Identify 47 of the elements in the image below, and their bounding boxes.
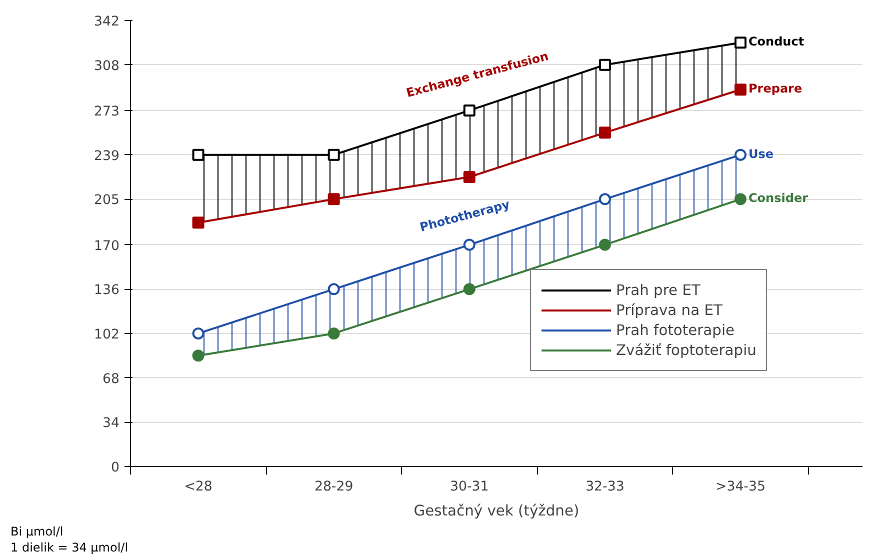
- legend-label: Prah fototerapie: [616, 321, 735, 339]
- point: [734, 148, 746, 161]
- legend-label: Zvážiť foptoterapiu: [616, 341, 756, 359]
- point: [598, 238, 611, 251]
- point: [328, 327, 340, 340]
- point: [463, 238, 476, 251]
- y-tick-label: 308: [94, 58, 120, 74]
- y-tick-label: 136: [94, 283, 120, 298]
- y-tick-label: 205: [94, 193, 120, 208]
- x-tick-label: >34-35: [716, 480, 766, 494]
- y-tick-label: 239: [94, 148, 120, 164]
- point: [328, 148, 340, 161]
- point: [598, 58, 611, 71]
- point: [463, 170, 476, 183]
- annotation: Conduct: [748, 34, 804, 49]
- point: [734, 36, 746, 49]
- point: [192, 350, 204, 362]
- point: [734, 84, 746, 96]
- x-tick-label: 30-31: [450, 480, 489, 494]
- point: [328, 193, 340, 206]
- point: [192, 327, 204, 340]
- x-tick-label: 28-29: [314, 480, 354, 494]
- legend-label: Prah pre ET: [616, 281, 700, 299]
- annotation: Consider: [748, 191, 808, 206]
- y-tick-label: 342: [94, 14, 120, 30]
- annotation: Prepare: [748, 82, 802, 96]
- point: [598, 193, 611, 206]
- y-tick-label: 68: [102, 372, 120, 387]
- y-tick-label: 102: [94, 327, 120, 342]
- point: [192, 148, 204, 161]
- annotation: Use: [748, 146, 774, 161]
- y-tick-label: 273: [94, 104, 120, 120]
- point: [192, 216, 204, 229]
- x-axis-title: Gestačný vek (týždne): [414, 502, 580, 520]
- text: 1 dielik = 34 µmol/l: [10, 540, 128, 554]
- point: [734, 193, 746, 206]
- point: [598, 126, 611, 139]
- y-tick-label: 34: [102, 416, 120, 432]
- text: Bi µmol/l: [10, 524, 64, 538]
- point: [463, 104, 476, 116]
- x-tick-label: 32-33: [586, 480, 624, 494]
- x-tick-label: <28: [184, 480, 212, 494]
- legend-label: Príprava na ET: [616, 301, 722, 319]
- point: [328, 283, 340, 296]
- point: [463, 283, 476, 296]
- y-tick-label: 170: [94, 238, 120, 254]
- y-tick-label: 0: [111, 460, 120, 476]
